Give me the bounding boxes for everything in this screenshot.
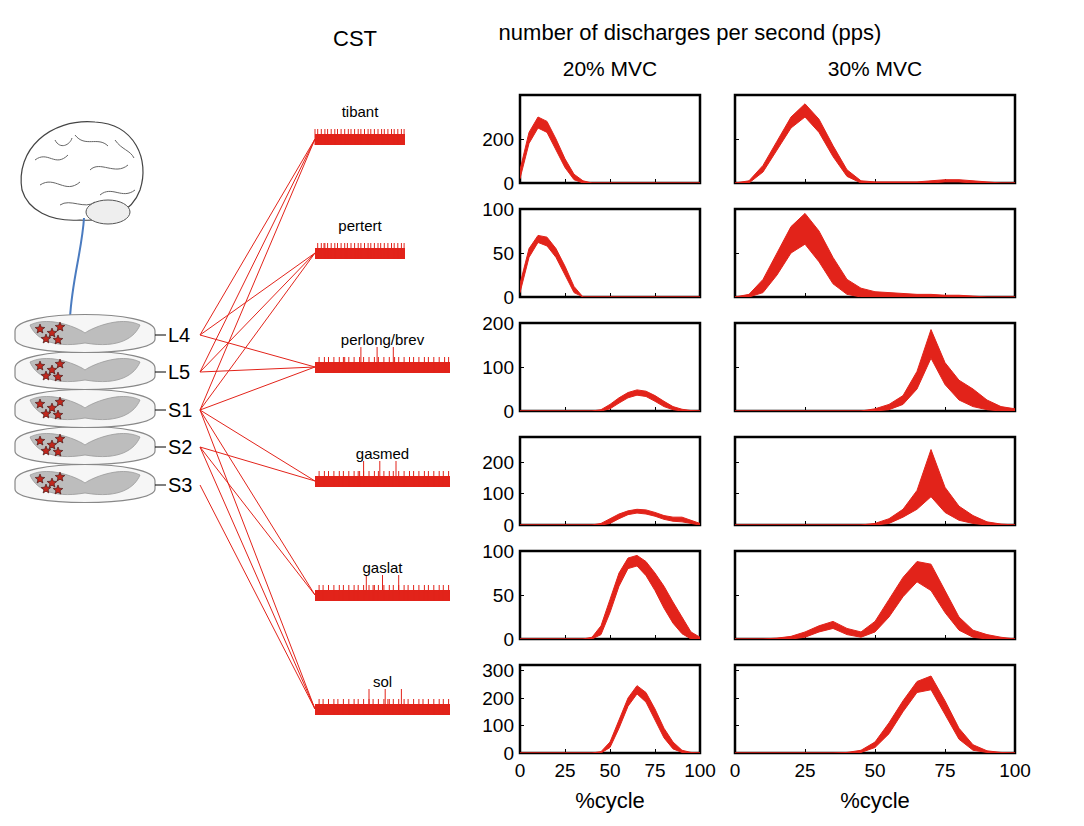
svg-text:number of discharges per secon: number of discharges per second (pps) [499, 20, 882, 45]
svg-text:0: 0 [730, 760, 741, 781]
svg-text:20% MVC: 20% MVC [563, 57, 658, 80]
svg-text:0: 0 [503, 743, 514, 764]
svg-text:L5: L5 [168, 361, 190, 383]
svg-text:0: 0 [503, 287, 514, 308]
svg-text:0: 0 [515, 760, 526, 781]
svg-text:0: 0 [503, 629, 514, 650]
svg-text:75: 75 [644, 760, 665, 781]
svg-text:100: 100 [482, 541, 514, 562]
svg-text:gasmed: gasmed [356, 445, 409, 462]
svg-text:0: 0 [503, 401, 514, 422]
svg-text:100: 100 [482, 199, 514, 220]
svg-text:pertert: pertert [338, 217, 382, 234]
svg-text:200: 200 [482, 313, 514, 334]
svg-text:75: 75 [934, 760, 955, 781]
svg-text:S3: S3 [168, 474, 192, 496]
svg-text:%cycle: %cycle [575, 788, 645, 813]
svg-text:L4: L4 [168, 324, 190, 346]
svg-text:100: 100 [999, 760, 1031, 781]
svg-text:200: 200 [482, 452, 514, 473]
svg-text:50: 50 [493, 585, 514, 606]
svg-text:0: 0 [503, 515, 514, 536]
svg-text:200: 200 [482, 688, 514, 709]
svg-text:100: 100 [482, 483, 514, 504]
svg-text:CST: CST [333, 26, 377, 51]
svg-text:30% MVC: 30% MVC [828, 57, 923, 80]
svg-text:gaslat: gaslat [362, 559, 403, 576]
svg-text:200: 200 [482, 129, 514, 150]
svg-text:sol: sol [373, 673, 392, 690]
svg-text:0: 0 [503, 173, 514, 194]
svg-text:100: 100 [482, 715, 514, 736]
svg-text:100: 100 [482, 357, 514, 378]
svg-text:50: 50 [864, 760, 885, 781]
svg-text:50: 50 [599, 760, 620, 781]
svg-text:300: 300 [482, 660, 514, 681]
svg-text:S1: S1 [168, 399, 192, 421]
svg-text:50: 50 [493, 243, 514, 264]
svg-text:S2: S2 [168, 436, 192, 458]
svg-text:100: 100 [684, 760, 716, 781]
svg-text:tibant: tibant [342, 103, 380, 120]
svg-text:25: 25 [794, 760, 815, 781]
svg-text:perlong/brev: perlong/brev [341, 331, 425, 348]
svg-text:%cycle: %cycle [840, 788, 910, 813]
svg-text:25: 25 [554, 760, 575, 781]
